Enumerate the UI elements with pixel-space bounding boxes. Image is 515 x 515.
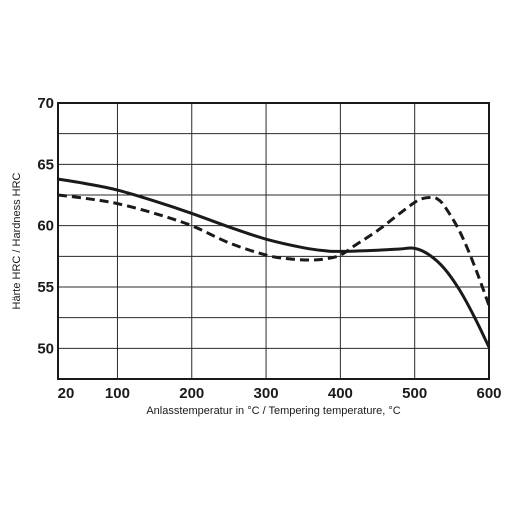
y-tick-label: 60 [37, 218, 54, 235]
x-tick-labels: 20 100 200 300 400 500 600 [58, 385, 502, 402]
y-tick-label: 50 [37, 340, 54, 357]
y-tick-labels: 50 55 60 65 70 [37, 95, 54, 357]
series-group [57, 177, 491, 348]
plot-frame [57, 102, 490, 380]
x-tick-label: 200 [179, 385, 204, 402]
y-tick-label: 70 [37, 95, 54, 112]
x-tick-label: 100 [105, 385, 130, 402]
x-tick-label: 20 [58, 385, 75, 402]
x-tick-label: 400 [328, 385, 353, 402]
x-tick-label: 300 [254, 385, 279, 402]
x-tick-label: 600 [476, 385, 501, 402]
y-axis-label: Härte HRC / Hardness HRC [11, 172, 23, 309]
y-tick-label: 55 [37, 279, 54, 296]
x-axis-label: Anlasstemperatur in °C / Tempering tempe… [146, 405, 400, 417]
series-line-dashed [57, 193, 491, 306]
x-tick-label: 500 [402, 385, 427, 402]
y-tick-label: 65 [37, 156, 54, 173]
series-line-solid [57, 177, 491, 348]
